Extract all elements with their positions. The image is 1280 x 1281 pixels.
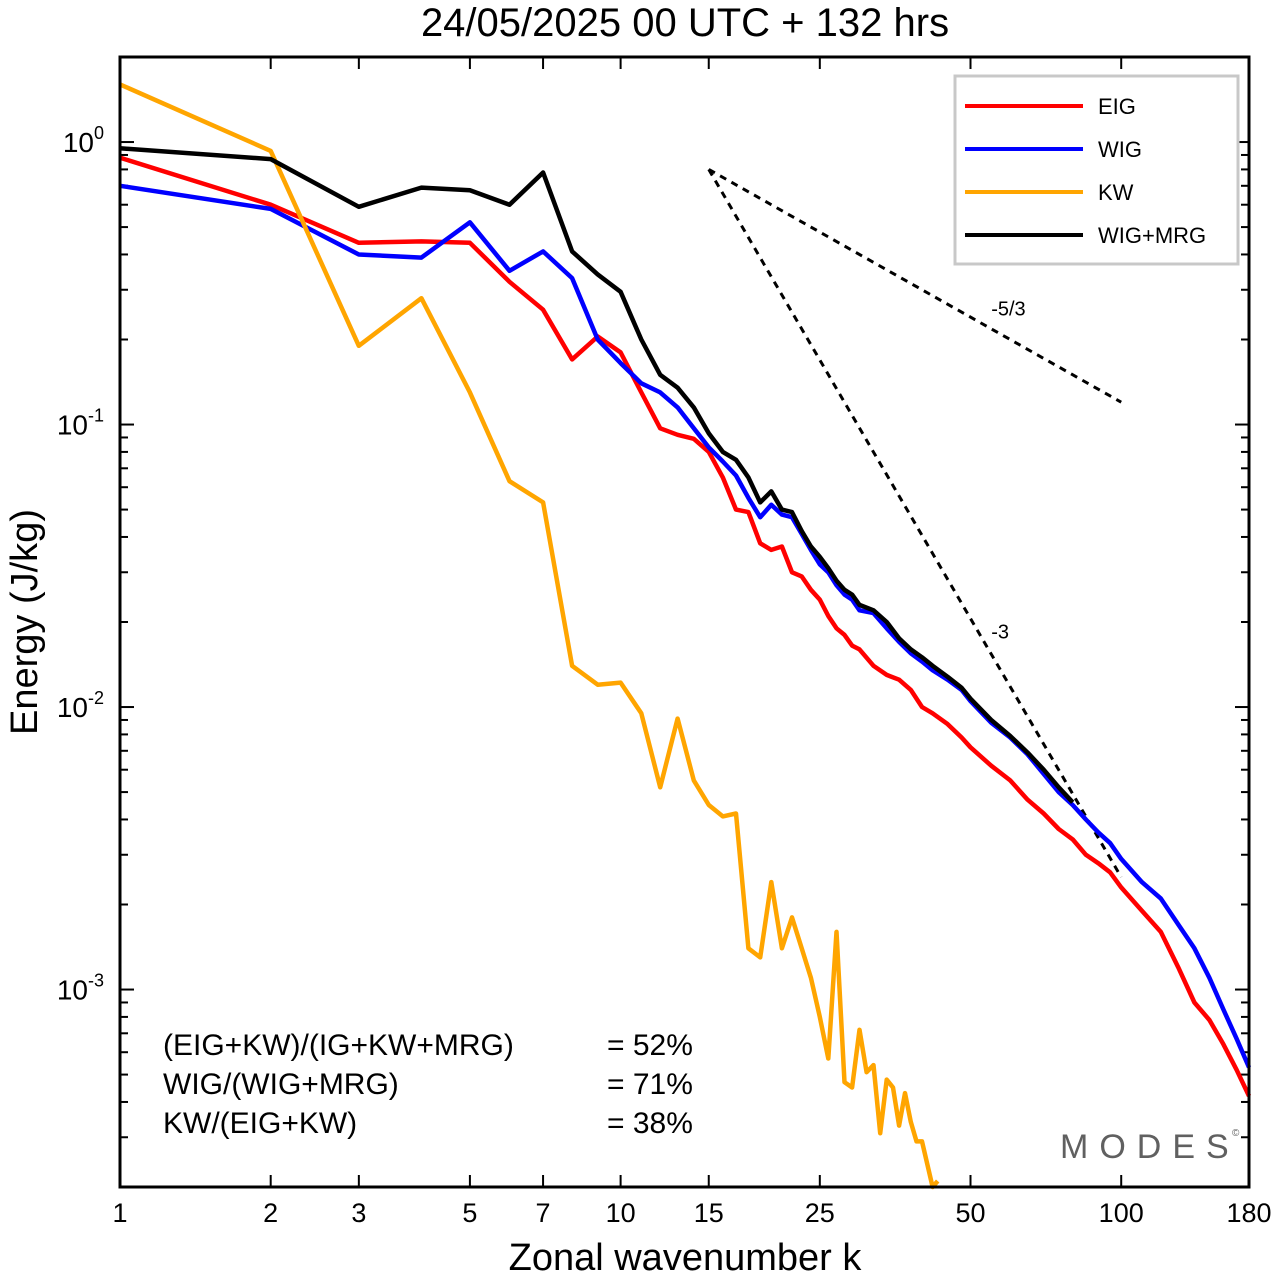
plot-frame: [118, 55, 1251, 1189]
series-line-wig: [119, 183, 1252, 1069]
x-tick-label: 2: [263, 1198, 278, 1228]
reference-line-5-3: [708, 168, 1122, 404]
x-tick-label: 25: [805, 1198, 835, 1228]
stat-label: (EIG+KW)/(IG+KW+MRG): [163, 1029, 514, 1062]
x-tick-label: 3: [351, 1198, 366, 1228]
x-tick-label: 50: [955, 1198, 985, 1228]
x-axis-label: Zonal wavenumber k: [509, 1237, 863, 1279]
stat-label: WIG/(WIG+MRG): [163, 1068, 399, 1101]
watermark-text: MODES: [1060, 1128, 1240, 1166]
series-line-eig: [119, 155, 1252, 1097]
legend-label-wig: WIG: [1098, 137, 1142, 162]
series-line-wig-mrg: [119, 146, 1075, 804]
x-tick-label: 10: [606, 1198, 636, 1228]
stat-value: = 52%: [607, 1029, 693, 1062]
series-line-kw: [119, 82, 940, 1190]
x-tick-label: 7: [536, 1198, 551, 1228]
x-tick-label: 1: [112, 1198, 127, 1228]
x-tick-label: 15: [694, 1198, 724, 1228]
reference-line-label: -3: [991, 622, 1009, 644]
legend-label-kw: KW: [1098, 180, 1134, 205]
x-tick-label: 5: [462, 1198, 477, 1228]
stat-value: = 71%: [607, 1068, 693, 1101]
series-lines: [119, 82, 1252, 1190]
x-tick-labels: 1 2 3 5 7 10 15 25 50 100 180: [112, 1198, 1271, 1228]
y-tick-label: 10-3: [57, 971, 104, 1006]
legend-label-eig: EIG: [1098, 94, 1136, 119]
y-tick-label: 100: [63, 123, 104, 158]
y-axis-label: Energy (J/kg): [4, 509, 46, 735]
stats-block: (EIG+KW)/(IG+KW+MRG) = 52% WIG/(WIG+MRG) = …: [163, 1029, 693, 1140]
reference-slope-lines: -5/3 -3: [707, 168, 1123, 878]
x-tick-label: 100: [1099, 1198, 1144, 1228]
legend-label-wig-mrg: WIG+MRG: [1098, 223, 1206, 248]
stat-label: KW/(EIG+KW): [163, 1107, 357, 1140]
x-tick-label: 180: [1226, 1198, 1271, 1228]
y-tick-labels: 100 10-1 10-2 10-3: [57, 123, 104, 1006]
reference-line-3: [707, 168, 1123, 878]
chart-title: 24/05/2025 00 UTC + 132 hrs: [421, 1, 949, 45]
reference-line-label: -5/3: [991, 299, 1025, 321]
stat-value: = 38%: [607, 1107, 693, 1140]
modes-watermark: MODES ©: [1060, 1128, 1240, 1166]
y-tick-label: 10-1: [57, 406, 104, 441]
y-tick-label: 10-2: [57, 688, 104, 723]
watermark-mark: ©: [1232, 1128, 1240, 1139]
legend: EIG WIG KW WIG+MRG: [953, 74, 1240, 266]
